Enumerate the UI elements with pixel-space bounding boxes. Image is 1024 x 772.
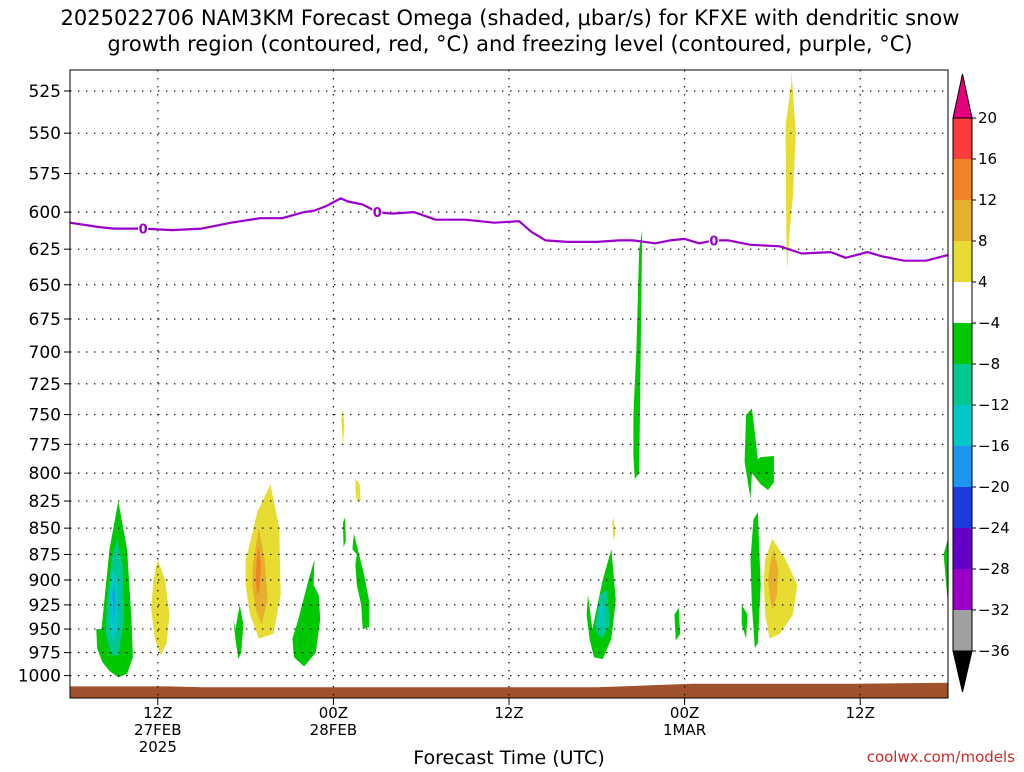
colorbar-frame — [952, 117, 973, 652]
colorbar-label-11: 12 — [978, 191, 997, 209]
colorbar-box-9 — [953, 282, 972, 323]
x-tick-label-1-1: 28FEB — [310, 721, 357, 739]
ground-terrain — [70, 682, 948, 698]
omega-region-18 — [633, 230, 643, 479]
chart-title-line-1: 2025022706 NAM3KM Forecast Omega (shaded… — [61, 6, 960, 30]
colorbar-label-8: −4 — [978, 314, 1000, 332]
x-tick-label-2-0: 12Z — [494, 704, 523, 722]
omega-region-22 — [741, 604, 748, 639]
y-tick-label-950: 950 — [29, 620, 61, 640]
omega-region-21 — [750, 512, 761, 648]
colorbar-box-2 — [953, 569, 972, 610]
x-tick-label-4-0: 12Z — [846, 704, 875, 722]
y-tick-label-800: 800 — [29, 464, 61, 484]
y-tick-label-575: 575 — [29, 165, 61, 185]
omega-shaded-regions — [96, 70, 948, 678]
x-tick-label-1-0: 00Z — [319, 704, 348, 722]
y-axis-ticks: 525 550 575 600 625 650 675 700 725 750 775 800 825 8… — [18, 82, 70, 687]
omega-region-16 — [598, 604, 605, 628]
omega-region-11 — [355, 478, 361, 502]
x-axis-title: Forecast Time (UTC) — [413, 747, 604, 768]
omega-region-13 — [352, 533, 370, 630]
x-tick-label-0-2: 2025 — [139, 738, 177, 756]
colorbar-box-5 — [953, 446, 972, 487]
colorbar-box-1 — [953, 610, 972, 651]
x-tick-label-3-1: 1MAR — [663, 721, 706, 739]
colorbar-box-3 — [953, 528, 972, 569]
freezing-level-contour: 0 0 0 — [69, 197, 949, 262]
omega-region-23 — [785, 70, 796, 271]
omega-region-17 — [612, 517, 616, 541]
colorbar-label-10: 8 — [978, 232, 988, 250]
colorbar-box-6 — [953, 405, 972, 446]
omega-region-4 — [151, 559, 170, 656]
y-tick-label-825: 825 — [29, 492, 61, 512]
colorbar-box-7 — [953, 364, 972, 405]
colorbar-label-9: 4 — [978, 273, 988, 291]
chart-title-line-2: growth region (contoured, red, °C) and f… — [107, 32, 912, 56]
omega-region-19 — [674, 607, 681, 641]
y-tick-label-900: 900 — [29, 571, 61, 591]
freezing-label-bg-1 — [372, 205, 383, 220]
freezing-label-0: 0 — [139, 223, 148, 238]
y-tick-label-925: 925 — [29, 596, 61, 616]
x-tick-label-0-0: 12Z — [143, 704, 172, 722]
colorbar-label-2: −28 — [978, 560, 1010, 578]
freezing-label-bg-0 — [138, 221, 149, 236]
freezing-label-1: 0 — [373, 206, 382, 221]
colorbar-label-5: −16 — [978, 437, 1010, 455]
omega-region-25 — [768, 549, 779, 610]
y-tick-label-850: 850 — [29, 519, 61, 539]
colorbar-box-8 — [953, 323, 972, 364]
colorbar-label-4: −20 — [978, 478, 1010, 496]
grid-lines — [70, 70, 948, 698]
colorbar-label-12: 16 — [978, 150, 997, 168]
omega-region-3 — [112, 585, 116, 620]
freezing-level-line — [69, 197, 949, 262]
colorbar-label-6: −12 — [978, 396, 1010, 414]
y-tick-label-725: 725 — [29, 375, 61, 395]
omega-region-12 — [342, 517, 346, 548]
colorbar-box-11 — [953, 200, 972, 241]
omega-region-10 — [341, 408, 345, 445]
colorbar-box-13 — [953, 118, 972, 159]
omega-region-26 — [943, 538, 948, 605]
omega-region-7 — [255, 547, 261, 595]
y-tick-label-675: 675 — [29, 310, 61, 330]
omega-region-20 — [744, 408, 774, 499]
colorbar-box-10 — [953, 241, 972, 282]
colorbar-label-1: −32 — [978, 601, 1010, 619]
colorbar-box-4 — [953, 487, 972, 528]
y-tick-label-625: 625 — [29, 240, 61, 260]
x-tick-label-3-0: 00Z — [670, 704, 699, 722]
colorbar-label-7: −8 — [978, 355, 1000, 373]
freezing-label-bg-2 — [708, 233, 719, 248]
y-tick-label-1000: 1000 — [18, 667, 61, 687]
credit-text: coolwx.com/models — [867, 748, 1015, 766]
y-tick-label-750: 750 — [29, 406, 61, 426]
ground-area — [70, 682, 948, 698]
omega-region-8 — [233, 604, 244, 660]
omega-region-9 — [292, 559, 321, 667]
y-tick-label-550: 550 — [29, 124, 61, 144]
y-tick-label-775: 775 — [29, 435, 61, 455]
colorbar-label-0: −36 — [978, 642, 1010, 660]
colorbar-label-3: −24 — [978, 519, 1010, 537]
x-tick-label-0-1: 27FEB — [134, 721, 181, 739]
y-tick-label-650: 650 — [29, 276, 61, 296]
y-tick-label-975: 975 — [29, 644, 61, 664]
y-tick-label-600: 600 — [29, 203, 61, 223]
colorbar-label-13: 20 — [978, 109, 997, 127]
colorbar-box-12 — [953, 159, 972, 200]
colorbar-legend: −36 −32 −28 −24 −20 −16 −12 −8 −4 4 8 12 16 20 — [952, 73, 1010, 693]
y-tick-label-875: 875 — [29, 545, 61, 565]
y-tick-label-525: 525 — [29, 82, 61, 102]
y-tick-label-700: 700 — [29, 343, 61, 363]
freezing-label-2: 0 — [709, 234, 718, 249]
